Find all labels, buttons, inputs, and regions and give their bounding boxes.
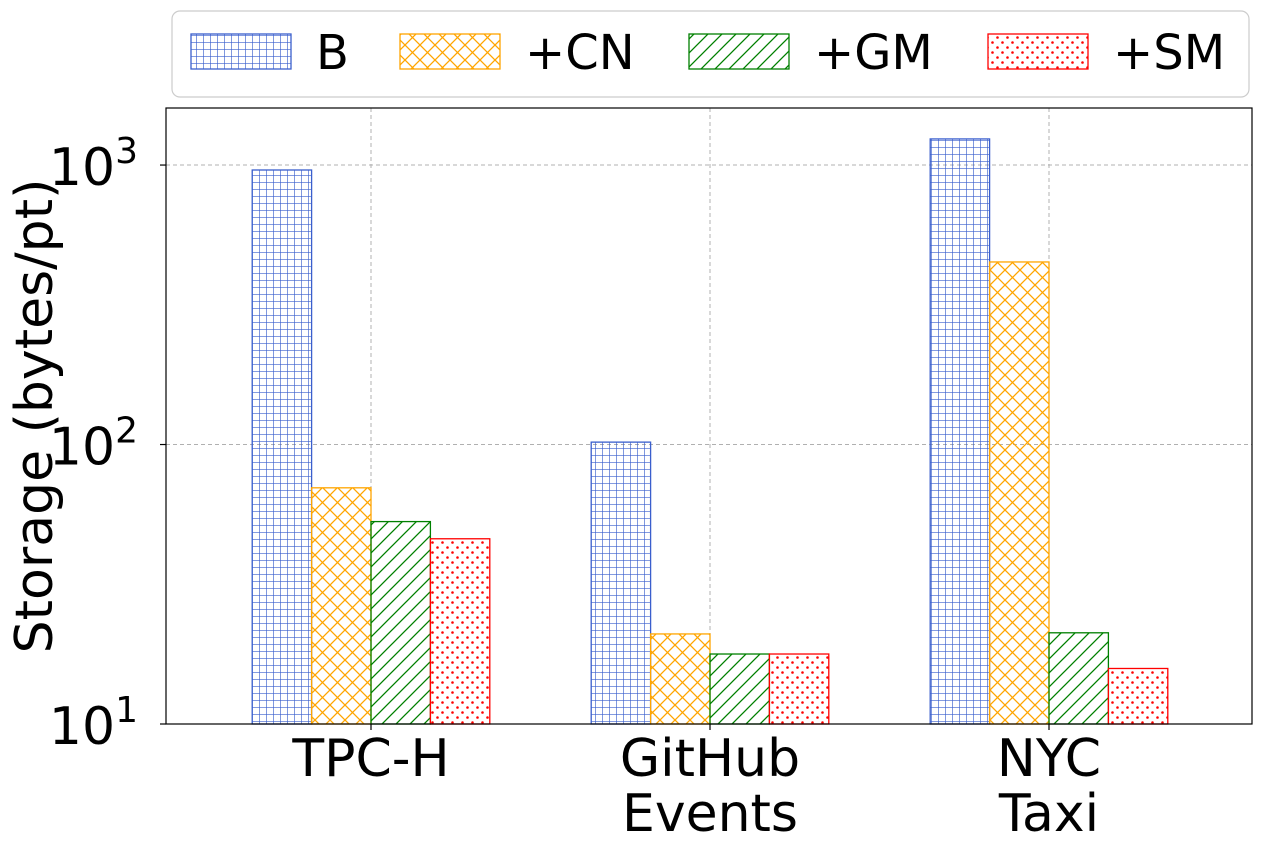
y-axis-label: Storage (bytes/pt): [5, 179, 65, 654]
legend-item-cn: +CN: [399, 25, 635, 81]
bar-gm-1: [709, 653, 771, 725]
legend: B +CN +GM +SM: [171, 10, 1250, 98]
bar-b-0: [251, 169, 313, 725]
legend-label: B: [316, 25, 349, 81]
x-tick-label: GitHub: [620, 729, 800, 789]
y-axis: 101 102 103: [49, 131, 166, 757]
legend-label: +SM: [1113, 25, 1225, 81]
bar-sm-0: [429, 538, 491, 725]
legend-item-gm: +GM: [688, 25, 933, 81]
x-tick-label: Events: [622, 784, 798, 844]
y-tick-label: 103: [49, 131, 138, 198]
legend-item-b: B: [190, 25, 349, 81]
legend-swatch: [190, 33, 292, 70]
bar-gm-2: [1048, 632, 1110, 725]
y-tick-label: 102: [49, 411, 138, 478]
bar-sm-2: [1107, 667, 1169, 725]
bar-b-1: [590, 441, 652, 725]
bar-gm-0: [370, 520, 432, 725]
bars: [251, 138, 1169, 725]
legend-swatch: [987, 33, 1089, 70]
x-tick-label: NYC: [997, 729, 1101, 789]
bar-b-2: [929, 138, 991, 725]
bar-cn-1: [649, 633, 711, 725]
x-tick-label: TPC-H: [291, 729, 449, 789]
plot-frame: [165, 107, 1253, 725]
y-tick-label: 101: [49, 690, 138, 757]
bar-cn-2: [988, 261, 1050, 725]
legend-swatch: [688, 33, 790, 70]
bar-sm-1: [768, 653, 830, 725]
bar-cn-0: [310, 487, 372, 725]
x-tick-label: Taxi: [998, 784, 1099, 844]
legend-label: +GM: [814, 25, 933, 81]
legend-item-sm: +SM: [987, 25, 1225, 81]
legend-label: +CN: [525, 25, 635, 81]
legend-swatch: [399, 33, 501, 70]
